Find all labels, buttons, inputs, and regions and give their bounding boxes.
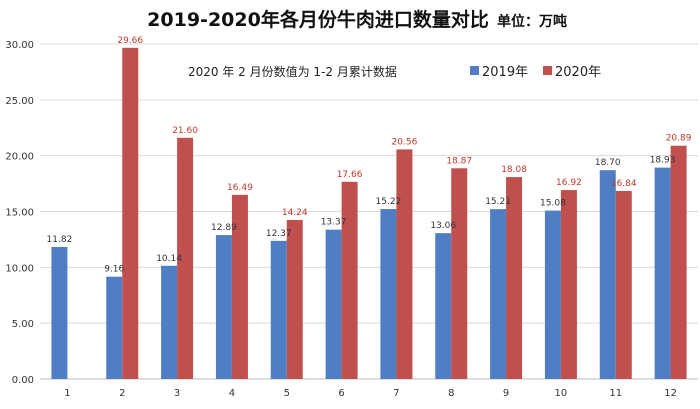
data-label-2019: 18.70: [595, 158, 621, 168]
bar-2020: [506, 177, 523, 379]
bar-2020: [451, 168, 468, 379]
y-tick-label: 10.00: [5, 263, 34, 274]
data-label-2019: 9.16: [104, 265, 124, 275]
data-label-2020: 16.84: [611, 179, 637, 189]
x-tick-label: 1: [64, 388, 70, 399]
y-tick-label: 0.00: [12, 375, 34, 386]
y-tick-label: 20.00: [5, 152, 34, 163]
x-tick-label: 10: [555, 388, 568, 399]
y-tick-label: 25.00: [5, 96, 34, 107]
data-labels: 11.82 9.16 29.66 10.14 21.60 12.89 16.49 12.37 1…: [47, 36, 692, 275]
bar-2019: [106, 276, 123, 379]
data-label-2020: 20.56: [392, 137, 418, 147]
x-tick-label: 12: [664, 388, 677, 399]
x-tick-label: 8: [448, 388, 454, 399]
bar-2020: [177, 137, 194, 379]
data-label-2020: 20.89: [666, 134, 692, 144]
bar-2019: [215, 235, 232, 379]
data-label-2019: 15.21: [485, 197, 511, 207]
data-label-2019: 12.89: [211, 223, 237, 233]
bars: [51, 47, 687, 380]
bar-2019: [435, 233, 452, 379]
x-tick-label: 9: [503, 388, 509, 399]
bar-2019: [544, 210, 561, 379]
data-label-2019: 13.37: [321, 218, 347, 228]
bar-2020: [615, 190, 632, 379]
unit-label: 单位：万吨: [497, 13, 567, 30]
data-label-2019: 12.37: [266, 229, 292, 239]
x-tick-label: 6: [338, 388, 344, 399]
data-label-2020: 17.66: [337, 170, 363, 180]
x-tick-label: 2: [119, 388, 125, 399]
bar-2020: [396, 149, 413, 379]
data-label-2019: 15.22: [376, 197, 402, 207]
bar-2019: [380, 209, 397, 379]
data-label-2020: 29.66: [117, 36, 143, 46]
data-label-2020: 18.08: [501, 165, 527, 175]
bar-2019: [325, 229, 342, 379]
data-note: 2020 年 2 月份数值为 1-2 月累计数据: [188, 64, 397, 79]
bar-2019: [490, 209, 507, 379]
bar-2019: [51, 247, 68, 379]
legend-label-2019: 2019年: [482, 65, 528, 80]
bar-2020: [286, 219, 303, 379]
legend-label-2020: 2020年: [555, 65, 601, 80]
bar-2020: [122, 47, 139, 380]
y-tick-label: 5.00: [12, 319, 34, 330]
bar-2019: [654, 167, 671, 379]
data-label-2019: 11.82: [47, 235, 73, 245]
data-label-2019: 18.93: [650, 156, 676, 166]
bar-2020: [670, 145, 687, 379]
gridlines: [40, 43, 698, 380]
legend: 2019年 2020年: [470, 65, 601, 80]
data-label-2020: 16.49: [227, 183, 253, 193]
legend-swatch-2020: [543, 66, 552, 75]
data-label-2020: 18.87: [446, 156, 472, 166]
y-tick-label: 15.00: [5, 208, 34, 219]
data-label-2019: 13.06: [430, 221, 456, 231]
bar-2020: [560, 190, 577, 379]
data-label-2020: 21.60: [172, 126, 198, 136]
legend-swatch-2019: [470, 66, 479, 75]
y-axis: 0.00 5.00 10.00 15.00 20.00 25.00 30.00: [5, 40, 34, 386]
bar-2020: [231, 194, 248, 379]
data-label-2020: 14.24: [282, 208, 308, 218]
x-tick-label: 7: [393, 388, 399, 399]
bar-2019: [270, 240, 287, 379]
x-tick-label: 11: [609, 388, 622, 399]
data-label-2020: 16.92: [556, 178, 582, 188]
data-label-2019: 10.14: [156, 254, 182, 264]
x-tick-label: 3: [174, 388, 180, 399]
bar-2019: [161, 265, 178, 379]
x-tick-label: 5: [284, 388, 290, 399]
chart-title: 2019-2020年各月份牛肉进口数量对比: [147, 8, 489, 31]
bar-2020: [341, 181, 358, 379]
data-label-2019: 15.08: [540, 199, 566, 209]
x-tick-label: 4: [229, 388, 235, 399]
x-axis: 1 2 3 4 5 6 7 8 9 10 11 12: [64, 388, 677, 399]
y-tick-label: 30.00: [5, 40, 34, 51]
bar-2019: [599, 170, 616, 379]
